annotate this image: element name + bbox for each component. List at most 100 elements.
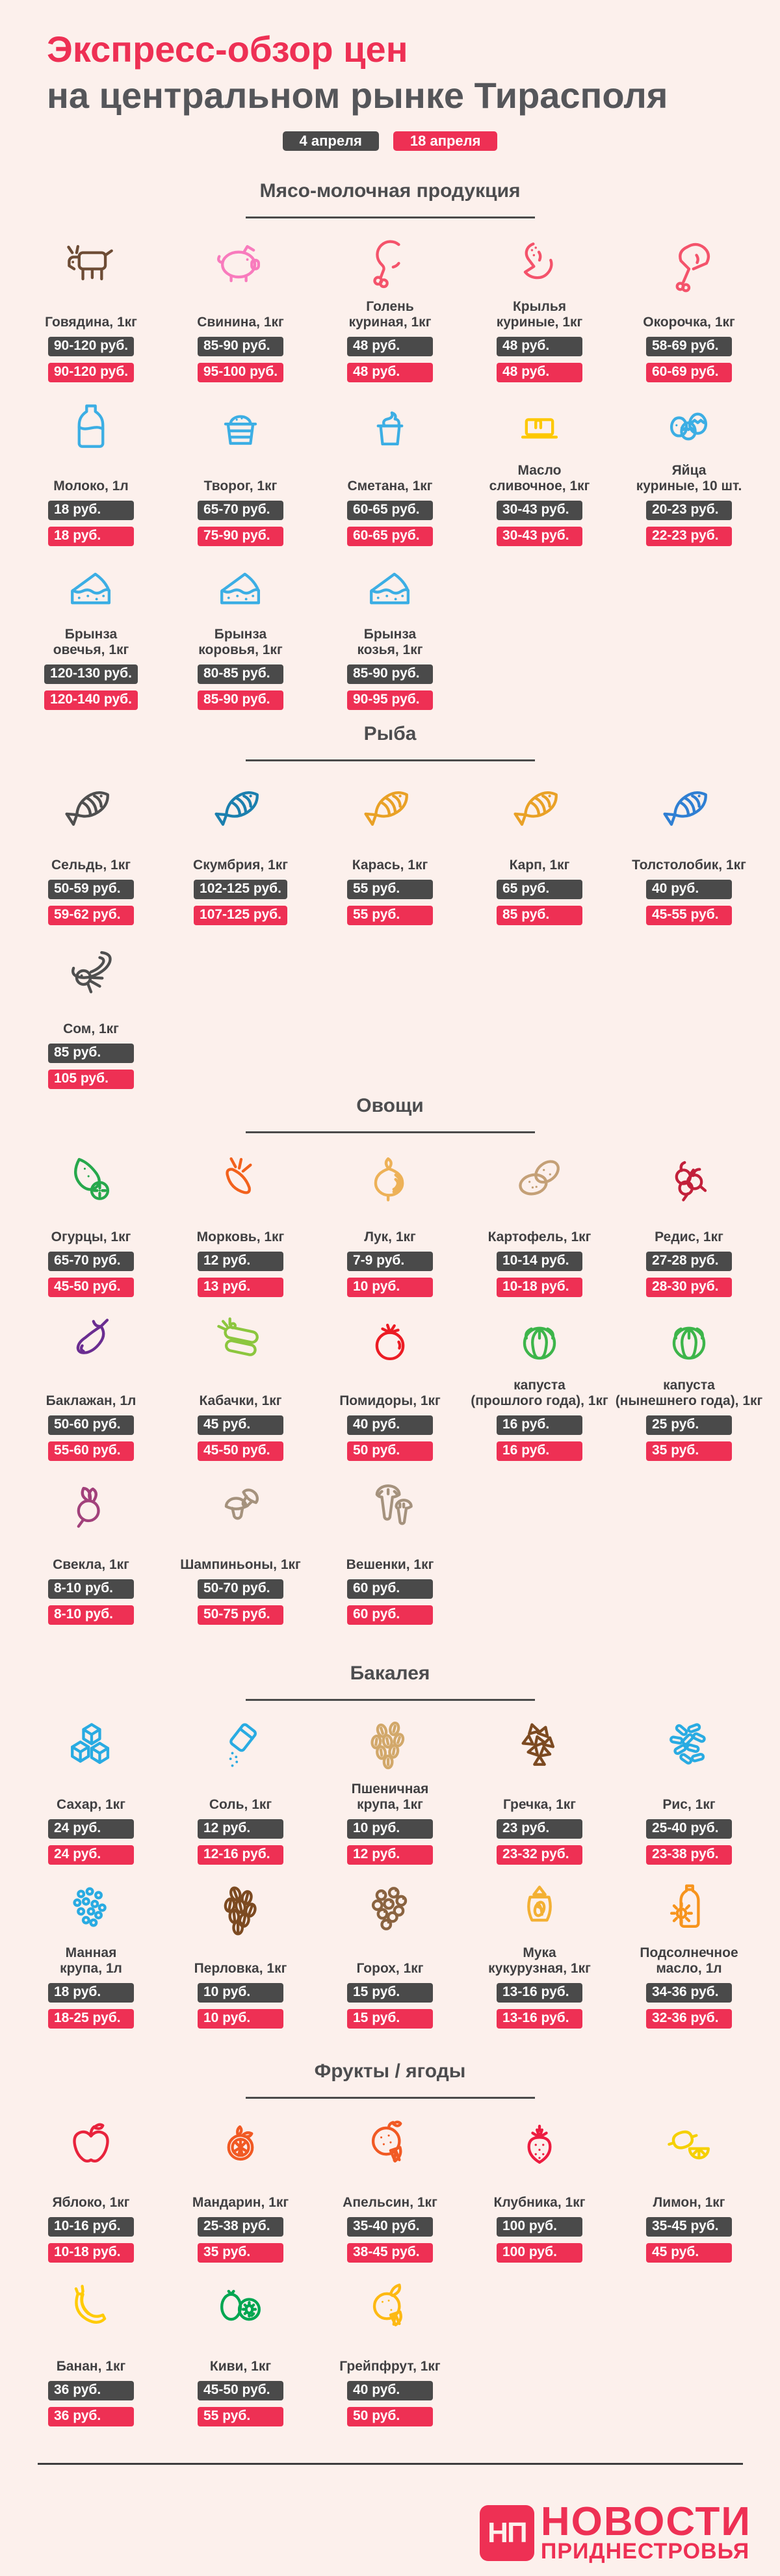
price-april4-badge: 25-38 руб. — [198, 2217, 283, 2237]
product-card: Сметана, 1кг 60-65 руб. 60-65 руб. — [315, 394, 465, 546]
price-april4-badge: 10 руб. — [198, 1983, 283, 2003]
price-april4-badge: 7-9 руб. — [347, 1252, 433, 1271]
price-april18-badge: 45-50 руб. — [198, 1441, 283, 1461]
product-name: Сом, 1кг — [63, 1021, 119, 1037]
price-april4-badge: 45 руб. — [198, 1415, 283, 1435]
price-april18-badge: 35 руб. — [198, 2243, 283, 2263]
price-april18-badge: 18 руб. — [48, 527, 134, 546]
news-pridnestrovya-logo-icon: НП — [479, 2505, 534, 2561]
product-name: Свинина, 1кг — [197, 315, 284, 330]
product-name: Подсолнечное масло, 1л — [640, 1945, 738, 1977]
mackerel-fish-icon — [209, 773, 272, 838]
product-name: Соль, 1кг — [209, 1797, 272, 1813]
cheese-wedge-icon — [359, 558, 421, 623]
sugar-cubes-icon — [60, 1713, 122, 1778]
price-april4-badge: 48 руб. — [347, 337, 433, 356]
carrot-icon — [209, 1145, 272, 1210]
product-row: Брынза овечья, 1кг 120-130 руб. 120-140 ру… — [16, 558, 764, 710]
price-april18-badge: 45 руб. — [646, 2243, 732, 2263]
price-april18-badge: 15 руб. — [347, 2009, 433, 2029]
product-name: Клубника, 1кг — [493, 2195, 586, 2211]
page-title-accent: Экспресс-обзор цен — [47, 29, 408, 70]
price-april4-badge: 100 руб. — [497, 2217, 582, 2237]
price-april18-badge: 60-69 руб. — [646, 363, 732, 382]
price-april4-badge: 65-70 руб. — [198, 501, 283, 520]
product-card: Гречка, 1кг 23 руб. 23-32 руб. — [465, 1713, 614, 1865]
price-april18-badge: 24 руб. — [48, 1845, 134, 1865]
cheese-wedge-icon — [60, 558, 122, 623]
product-card: Банан, 1кг 36 руб. 36 руб. — [16, 2274, 166, 2426]
product-name: Грейпфрут, 1кг — [339, 2359, 441, 2374]
kiwi-icon — [209, 2274, 272, 2339]
product-card: Огурцы, 1кг 65-70 руб. 45-50 руб. — [16, 1145, 166, 1297]
product-name: Сахар, 1кг — [57, 1797, 125, 1813]
price-april4-badge: 15 руб. — [347, 1983, 433, 2003]
silver-carp-fish-icon — [658, 773, 720, 838]
price-april4-badge: 8-10 руб. — [48, 1579, 134, 1599]
product-row: Сахар, 1кг 24 руб. 24 руб. Соль, 1кг 12 руб.… — [16, 1713, 764, 1865]
section-underline — [245, 1131, 535, 1133]
product-card: Шампиньоны, 1кг 50-70 руб. 50-75 руб. — [166, 1473, 315, 1625]
section: Бакалея Сахар, 1кг 24 руб. 24 руб. Соль, 1кг… — [0, 1662, 780, 2029]
price-april4-badge: 120-130 руб. — [44, 664, 138, 684]
price-april4-badge: 12 руб. — [198, 1819, 283, 1839]
product-row: Банан, 1кг 36 руб. 36 руб. Киви, 1кг 45-50 р… — [16, 2274, 764, 2426]
product-card: Кабачки, 1кг 45 руб. 45-50 руб. — [166, 1309, 315, 1461]
product-name: Лук, 1кг — [364, 1229, 416, 1245]
product-row: Яблоко, 1кг 10-16 руб. 10-18 руб. Мандарин,… — [16, 2110, 764, 2263]
product-row: Огурцы, 1кг 65-70 руб. 45-50 руб. Морковь, … — [16, 1145, 764, 1297]
apple-icon — [60, 2110, 122, 2175]
product-card: Окорочка, 1кг 58-69 руб. 60-69 руб. — [614, 230, 764, 382]
product-card: Молоко, 1л 18 руб. 18 руб. — [16, 394, 166, 546]
product-name: Творог, 1кг — [203, 479, 278, 494]
chicken-wings-icon — [508, 230, 571, 295]
product-name: Брынза козья, 1кг — [357, 627, 423, 658]
price-april18-badge: 55-60 руб. — [48, 1441, 134, 1461]
cabbage-icon — [508, 1309, 571, 1374]
product-name: Апельсин, 1кг — [343, 2195, 437, 2211]
price-april18-badge: 10 руб. — [347, 1278, 433, 1297]
section-underline — [245, 1699, 535, 1701]
mandarin-icon — [209, 2110, 272, 2175]
product-name: Перловка, 1кг — [194, 1961, 287, 1977]
salt-icon — [209, 1713, 272, 1778]
price-april4-badge: 102-125 руб. — [194, 880, 287, 899]
product-card: Мука кукурузная, 1кг 13-16 руб. 13-16 руб. — [465, 1876, 614, 2029]
product-card: Карп, 1кг 65 руб. 85 руб. — [465, 773, 614, 925]
price-april18-badge: 55 руб. — [198, 2407, 283, 2426]
price-april4-badge: 85-90 руб. — [198, 337, 283, 356]
price-april18-badge: 13 руб. — [198, 1278, 283, 1297]
pig-icon — [209, 230, 272, 295]
product-card: Брынза козья, 1кг 85-90 руб. 90-95 руб. — [315, 558, 465, 710]
footer-divider — [37, 2463, 743, 2465]
price-april18-badge: 85-90 руб. — [198, 690, 283, 710]
product-name: Брынза коровья, 1кг — [198, 627, 283, 658]
price-april18-badge: 107-125 руб. — [194, 906, 287, 925]
product-row: Баклажан, 1л 50-60 руб. 55-60 руб. Кабачки,… — [16, 1309, 764, 1461]
price-april4-badge: 25 руб. — [646, 1415, 732, 1435]
radish-icon — [658, 1145, 720, 1210]
price-april4-badge: 10-14 руб. — [497, 1252, 582, 1271]
cucumber-icon — [60, 1145, 122, 1210]
price-april18-badge: 50-75 руб. — [198, 1605, 283, 1625]
product-name: Морковь, 1кг — [196, 1229, 285, 1245]
product-card: Свинина, 1кг 85-90 руб. 95-100 руб. — [166, 230, 315, 382]
product-name: Кабачки, 1кг — [199, 1393, 282, 1409]
price-april18-badge: 90-120 руб. — [47, 363, 135, 382]
product-row: Свекла, 1кг 8-10 руб. 8-10 руб. Шампиньоны,… — [16, 1473, 764, 1625]
zucchini-icon — [209, 1309, 272, 1374]
section-underline — [245, 759, 535, 761]
section: Фрукты / ягоды Яблоко, 1кг 10-16 руб. 10-18… — [0, 2060, 780, 2426]
product-name: Гречка, 1кг — [502, 1797, 577, 1813]
price-april4-badge: 35-40 руб. — [347, 2217, 433, 2237]
price-april4-badge: 18 руб. — [48, 501, 134, 520]
price-april4-badge: 45-50 руб. — [198, 2381, 283, 2400]
rice-icon — [658, 1713, 720, 1778]
chicken-drumstick-icon — [359, 230, 421, 295]
barley-icon — [209, 1876, 272, 1941]
product-card: Морковь, 1кг 12 руб. 13 руб. — [166, 1145, 315, 1297]
price-april4-badge: 34-36 руб. — [646, 1983, 732, 2003]
logo-text: НОВОСТИ ПРИДНЕСТРОВЬЯ — [541, 2502, 751, 2563]
price-april18-badge: 48 руб. — [497, 363, 582, 382]
price-april4-badge: 90-120 руб. — [47, 337, 135, 356]
